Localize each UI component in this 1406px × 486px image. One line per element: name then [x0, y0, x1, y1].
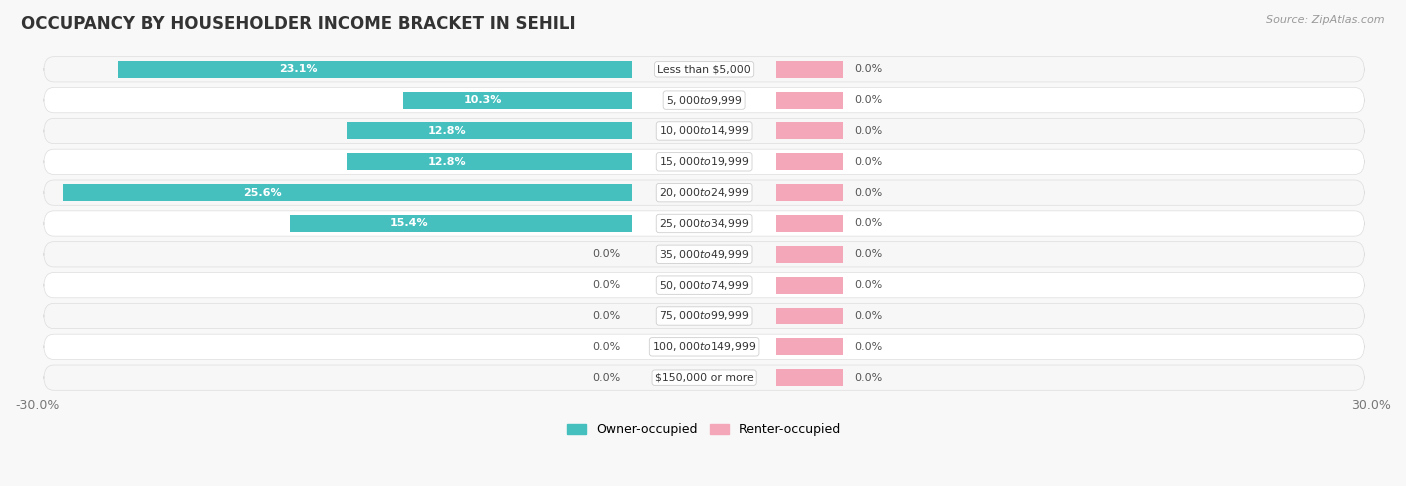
- FancyBboxPatch shape: [44, 273, 1364, 298]
- Text: $75,000 to $99,999: $75,000 to $99,999: [659, 310, 749, 323]
- Bar: [776, 277, 844, 294]
- Text: Source: ZipAtlas.com: Source: ZipAtlas.com: [1267, 15, 1385, 25]
- Bar: [776, 369, 844, 386]
- Text: 0.0%: 0.0%: [855, 64, 883, 74]
- Text: Less than $5,000: Less than $5,000: [657, 64, 751, 74]
- FancyBboxPatch shape: [44, 57, 1364, 82]
- Text: 0.0%: 0.0%: [855, 219, 883, 228]
- Bar: [776, 153, 844, 170]
- FancyBboxPatch shape: [44, 303, 1364, 329]
- Text: $35,000 to $49,999: $35,000 to $49,999: [659, 248, 749, 261]
- Text: 25.6%: 25.6%: [243, 188, 281, 198]
- Text: 0.0%: 0.0%: [855, 126, 883, 136]
- Bar: [776, 308, 844, 325]
- Text: 12.8%: 12.8%: [427, 157, 467, 167]
- Bar: [776, 246, 844, 263]
- Bar: [776, 215, 844, 232]
- Text: 23.1%: 23.1%: [278, 64, 318, 74]
- Text: 0.0%: 0.0%: [592, 373, 621, 382]
- Text: $10,000 to $14,999: $10,000 to $14,999: [659, 124, 749, 138]
- FancyBboxPatch shape: [44, 149, 1364, 174]
- Text: 10.3%: 10.3%: [464, 95, 502, 105]
- Bar: [404, 92, 631, 108]
- Text: $50,000 to $74,999: $50,000 to $74,999: [659, 278, 749, 292]
- Text: 0.0%: 0.0%: [855, 157, 883, 167]
- Bar: [63, 184, 631, 201]
- Text: 0.0%: 0.0%: [592, 311, 621, 321]
- Text: 0.0%: 0.0%: [855, 188, 883, 198]
- Text: 0.0%: 0.0%: [855, 373, 883, 382]
- Text: 0.0%: 0.0%: [592, 280, 621, 290]
- Text: $25,000 to $34,999: $25,000 to $34,999: [659, 217, 749, 230]
- Text: $5,000 to $9,999: $5,000 to $9,999: [666, 94, 742, 106]
- Text: 0.0%: 0.0%: [855, 95, 883, 105]
- Text: 0.0%: 0.0%: [592, 342, 621, 352]
- Text: 0.0%: 0.0%: [855, 280, 883, 290]
- Bar: [776, 61, 844, 78]
- Text: OCCUPANCY BY HOUSEHOLDER INCOME BRACKET IN SEHILI: OCCUPANCY BY HOUSEHOLDER INCOME BRACKET …: [21, 15, 575, 33]
- Legend: Owner-occupied, Renter-occupied: Owner-occupied, Renter-occupied: [562, 418, 846, 441]
- FancyBboxPatch shape: [44, 242, 1364, 267]
- Bar: [776, 184, 844, 201]
- Text: $20,000 to $24,999: $20,000 to $24,999: [659, 186, 749, 199]
- Text: 15.4%: 15.4%: [389, 219, 429, 228]
- Text: 0.0%: 0.0%: [855, 249, 883, 260]
- Text: 0.0%: 0.0%: [592, 249, 621, 260]
- Bar: [776, 122, 844, 139]
- Text: 0.0%: 0.0%: [855, 342, 883, 352]
- FancyBboxPatch shape: [44, 87, 1364, 113]
- FancyBboxPatch shape: [44, 211, 1364, 236]
- Text: 0.0%: 0.0%: [855, 311, 883, 321]
- Text: $15,000 to $19,999: $15,000 to $19,999: [659, 156, 749, 168]
- FancyBboxPatch shape: [44, 334, 1364, 360]
- Bar: [347, 153, 631, 170]
- Bar: [290, 215, 631, 232]
- Text: $100,000 to $149,999: $100,000 to $149,999: [652, 340, 756, 353]
- Text: 12.8%: 12.8%: [427, 126, 467, 136]
- Bar: [776, 92, 844, 108]
- FancyBboxPatch shape: [44, 180, 1364, 205]
- Bar: [347, 122, 631, 139]
- FancyBboxPatch shape: [44, 118, 1364, 143]
- Bar: [118, 61, 631, 78]
- FancyBboxPatch shape: [44, 365, 1364, 390]
- Text: $150,000 or more: $150,000 or more: [655, 373, 754, 382]
- Bar: [776, 338, 844, 355]
